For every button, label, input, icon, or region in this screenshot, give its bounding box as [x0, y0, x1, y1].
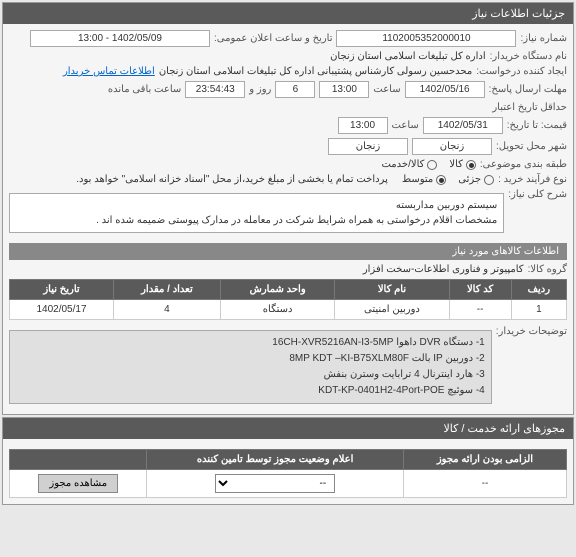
cell-action: مشاهده مجوز: [10, 470, 147, 498]
buyer-org-label: نام دستگاه خریدار:: [490, 51, 567, 62]
radio-kala[interactable]: کالا: [449, 159, 476, 170]
radio-kala-label: کالا: [449, 159, 463, 170]
desc-box: سیستم دوربین مداربسته مشخصات اقلام درخوا…: [9, 193, 504, 233]
notes-label: توضیحات خریدار:: [496, 326, 567, 337]
deadline-time: 13:00: [319, 81, 369, 98]
radio-dot-checked-icon: [436, 175, 446, 185]
category-radio-group: کالا کالا/خدمت: [381, 159, 475, 170]
validity-time: 13:00: [338, 117, 388, 134]
announce-date-label: تاریخ و ساعت اعلان عمومی:: [214, 33, 333, 44]
col-code: کد کالا: [449, 280, 511, 300]
remaining-time-label: ساعت باقی مانده: [108, 84, 181, 95]
process-radio-group: جزئی متوسط: [402, 174, 494, 185]
col-name: نام کالا: [335, 280, 449, 300]
remaining-days-label: روز و: [249, 84, 271, 95]
table-row: 1 -- دوربین امنیتی دستگاه 4 1402/05/17: [10, 300, 567, 320]
validity-time-label: ساعت: [392, 120, 419, 131]
creator-value: محدحسین رسولی کارشناس پشتیبانی اداره کل …: [159, 66, 472, 77]
radio-dot-checked-icon: [466, 160, 476, 170]
note-line: 1- دستگاه DVR داهوا 16CH-XVR5216AN-I3-5M…: [16, 335, 485, 351]
permits-header-row: الزامی بودن ارائه مجوز اعلام وضعیت مجوز …: [10, 450, 567, 470]
buyer-org-value: اداره کل تبلیغات اسلامی استان زنجان: [330, 51, 486, 62]
cell-code: --: [449, 300, 511, 320]
deadline-label: مهلت ارسال پاسخ:: [489, 84, 567, 95]
panel-header: جزئیات اطلاعات نیاز: [3, 3, 573, 24]
validity-label: حداقل تاریخ اعتبار: [492, 102, 567, 113]
notes-box: 1- دستگاه DVR داهوا 16CH-XVR5216AN-I3-5M…: [9, 330, 492, 404]
col-date: تاریخ نیاز: [10, 280, 114, 300]
process-note: پرداخت تمام یا بخشی از مبلغ خرید،از محل …: [76, 174, 388, 185]
col-qty: تعداد / مقدار: [114, 280, 221, 300]
cell-mandatory: --: [403, 470, 566, 498]
group-value: کامپیوتر و فناوری اطلاعات-سخت افزار: [363, 264, 524, 275]
delivery-city-label: شهر محل تحویل:: [496, 141, 567, 152]
cell-status: --: [147, 470, 404, 498]
creator-label: ایجاد کننده درخواست:: [476, 66, 567, 77]
col-status: اعلام وضعیت مجوز توسط تامین کننده: [147, 450, 404, 470]
note-line: 4- سوئیچ KDT-KP-0401H2-4Port-POE: [16, 383, 485, 399]
col-unit: واحد شمارش: [220, 280, 335, 300]
desc-line1: سیستم دوربین مداربسته: [16, 198, 497, 213]
need-number-label: شماره نیاز:: [520, 33, 567, 44]
province-value: زنجان: [412, 138, 492, 155]
desc-line2: مشخصات اقلام درخواستی به همراه شرایط شرک…: [16, 213, 497, 228]
radio-motavaset[interactable]: متوسط: [402, 174, 446, 185]
process-label: نوع فرآیند خرید :: [498, 174, 567, 185]
col-mandatory: الزامی بودن ارائه مجوز: [403, 450, 566, 470]
need-number-value: 1102005352000010: [336, 30, 516, 47]
note-line: 3- هارد اینترنال 4 ترابایت وسترن بنفش: [16, 367, 485, 383]
view-permit-button[interactable]: مشاهده مجوز: [38, 474, 118, 493]
cell-qty: 4: [114, 300, 221, 320]
permits-form: الزامی بودن ارائه مجوز اعلام وضعیت مجوز …: [3, 439, 573, 504]
radio-jozi-label: جزئی: [458, 174, 481, 185]
items-table: ردیف کد کالا نام کالا واحد شمارش تعداد /…: [9, 279, 567, 320]
city-value: زنجان: [328, 138, 408, 155]
group-label: گروه کالا:: [528, 264, 567, 275]
announce-date-value: 1402/05/09 - 13:00: [30, 30, 210, 47]
cell-date: 1402/05/17: [10, 300, 114, 320]
radio-khadamat[interactable]: کالا/خدمت: [381, 159, 437, 170]
validity-date: 1402/05/31: [423, 117, 503, 134]
remaining-time: 23:54:43: [185, 81, 245, 98]
col-row: ردیف: [511, 280, 566, 300]
form-area: شماره نیاز: 1102005352000010 تاریخ و ساع…: [3, 24, 573, 414]
permits-panel: مجوزهای ارائه خدمت / کالا الزامی بودن ار…: [2, 417, 574, 505]
radio-dot-icon: [427, 160, 437, 170]
category-label: طبقه بندی موضوعی:: [480, 159, 567, 170]
cell-name: دوربین امنیتی: [335, 300, 449, 320]
need-details-panel: جزئیات اطلاعات نیاز شماره نیاز: 11020053…: [2, 2, 574, 415]
deadline-time-label: ساعت: [373, 84, 400, 95]
permits-row: -- -- مشاهده مجوز: [10, 470, 567, 498]
radio-dot-icon: [484, 175, 494, 185]
items-subheader: اطلاعات کالاهای مورد نیاز: [9, 243, 567, 260]
deadline-date: 1402/05/16: [405, 81, 485, 98]
status-select[interactable]: --: [215, 474, 335, 493]
permits-table: الزامی بودن ارائه مجوز اعلام وضعیت مجوز …: [9, 449, 567, 498]
col-action: [10, 450, 147, 470]
note-line: 2- دوربین IP بالت 8MP KDT –KI-B75XLM80F: [16, 351, 485, 367]
validity-label2: قیمت: تا تاریخ:: [507, 120, 567, 131]
cell-unit: دستگاه: [220, 300, 335, 320]
desc-label: شرح کلی نیاز:: [508, 189, 567, 200]
radio-motavaset-label: متوسط: [402, 174, 433, 185]
radio-jozi[interactable]: جزئی: [458, 174, 494, 185]
contact-link[interactable]: اطلاعات تماس خریدار: [63, 66, 155, 77]
table-header-row: ردیف کد کالا نام کالا واحد شمارش تعداد /…: [10, 280, 567, 300]
permits-header: مجوزهای ارائه خدمت / کالا: [3, 418, 573, 439]
remaining-days: 6: [275, 81, 315, 98]
cell-row: 1: [511, 300, 566, 320]
radio-khadamat-label: کالا/خدمت: [381, 159, 424, 170]
